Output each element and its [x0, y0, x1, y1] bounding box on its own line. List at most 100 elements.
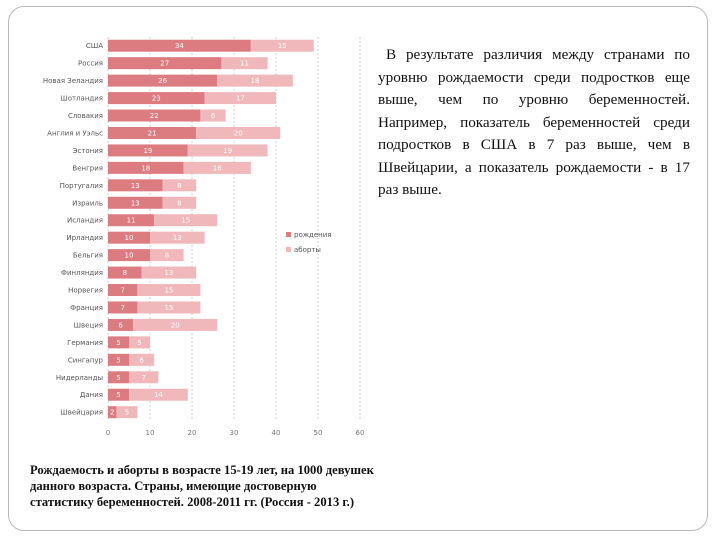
category-label: Израиль	[72, 199, 103, 207]
category-label: Франция	[70, 304, 103, 312]
bar-abortions	[154, 214, 218, 227]
data-label-abortions: 6	[211, 112, 216, 120]
bar-births	[108, 406, 117, 419]
category-label: Сингапур	[68, 356, 104, 364]
category-label: Ирландия	[66, 234, 103, 242]
data-label-births: 8	[123, 269, 127, 277]
data-label-abortions: 18	[251, 77, 260, 85]
slide-frame	[8, 6, 708, 531]
data-label-abortions: 15	[181, 217, 190, 225]
bar-abortions	[129, 371, 159, 384]
category-label: Эстония	[73, 147, 103, 155]
bar-abortions	[187, 144, 268, 157]
bar-abortions	[141, 266, 197, 279]
bar-abortions	[116, 406, 138, 419]
bar-births	[108, 388, 129, 401]
category-label: Норвегия	[68, 287, 103, 295]
bar-births	[108, 249, 150, 262]
bar-abortions	[129, 353, 155, 366]
data-label-abortions: 5	[125, 409, 129, 417]
data-label-births: 5	[116, 391, 120, 399]
bar-births	[108, 126, 197, 139]
data-label-abortions: 20	[171, 321, 180, 329]
legend-swatch-1	[286, 247, 291, 252]
bar-births	[108, 231, 150, 244]
data-label-abortions: 11	[240, 60, 249, 68]
bar-abortions	[162, 179, 197, 192]
teen-births-abortions-chart: 0 10 20 30 40 50 60 США 34 15 Россия 27 11 Новая Зела…	[28, 28, 378, 446]
bar-births	[108, 266, 142, 279]
bar-abortions	[183, 161, 251, 174]
data-label-births: 34	[175, 42, 184, 50]
bar-births	[108, 74, 218, 87]
data-label-abortions: 13	[164, 269, 173, 277]
data-label-abortions: 6	[139, 356, 144, 364]
legend-label-0: рождения	[294, 231, 332, 239]
bar-abortions	[137, 301, 201, 314]
bar-births	[108, 109, 201, 122]
data-label-births: 2	[110, 409, 114, 417]
explanation-text: В результате различия между странами по …	[378, 46, 690, 198]
data-label-abortions: 13	[173, 234, 182, 242]
bar-abortions	[196, 126, 281, 139]
data-label-births: 11	[127, 217, 136, 225]
data-label-abortions: 8	[177, 182, 181, 190]
category-label: Швеция	[74, 321, 103, 329]
category-label: США	[86, 42, 103, 50]
bar-abortions	[137, 284, 201, 297]
category-label: Россия	[78, 60, 103, 68]
data-label-births: 5	[116, 374, 120, 382]
bar-abortions	[221, 57, 268, 70]
category-label: Венгрия	[72, 164, 103, 172]
x-tick-label-20: 20	[188, 429, 197, 437]
bar-abortions	[129, 336, 150, 349]
data-label-births: 10	[125, 234, 134, 242]
bar-births	[108, 161, 184, 174]
bar-births	[108, 284, 138, 297]
bar-births	[108, 57, 222, 70]
data-label-births: 10	[125, 252, 134, 260]
bar-abortions	[129, 388, 188, 401]
category-label: Дания	[80, 391, 103, 399]
legend-swatch-0	[286, 232, 291, 237]
data-label-abortions: 15	[164, 304, 173, 312]
data-label-abortions: 19	[223, 147, 232, 155]
x-tick-label-10: 10	[146, 429, 155, 437]
data-label-abortions: 20	[234, 129, 243, 137]
data-label-births: 6	[118, 321, 123, 329]
bar-births	[108, 144, 188, 157]
bar-births	[108, 336, 129, 349]
data-label-births: 7	[120, 287, 124, 295]
data-label-abortions: 15	[278, 42, 287, 50]
category-label: Финляндия	[61, 269, 103, 277]
x-tick-label-40: 40	[272, 429, 281, 437]
category-label: Словакия	[68, 112, 103, 120]
data-label-births: 21	[148, 129, 157, 137]
data-label-births: 5	[116, 339, 120, 347]
data-label-abortions: 7	[141, 374, 145, 382]
bar-births	[108, 318, 134, 331]
data-label-births: 19	[143, 147, 152, 155]
category-label: Новая Зеландия	[43, 77, 103, 85]
data-label-abortions: 17	[236, 95, 245, 103]
bar-births	[108, 39, 251, 52]
category-label: Англия и Уэльс	[47, 129, 103, 137]
x-tick-label-30: 30	[230, 429, 239, 437]
data-label-births: 18	[141, 164, 150, 172]
data-label-abortions: 16	[213, 164, 222, 172]
bar-abortions	[150, 231, 205, 244]
category-label: Шотландия	[60, 95, 103, 103]
data-label-abortions: 5	[137, 339, 141, 347]
bar-abortions	[150, 249, 184, 262]
data-label-births: 26	[158, 77, 167, 85]
category-label: Германия	[67, 339, 103, 347]
bar-births	[108, 214, 155, 227]
bar-births	[108, 301, 138, 314]
bar-abortions	[133, 318, 218, 331]
bar-births	[108, 179, 163, 192]
data-label-abortions: 14	[154, 391, 163, 399]
bar-abortions	[200, 109, 226, 122]
chart-caption: Рождаемость и аборты в возрасте 15-19 ле…	[30, 463, 374, 509]
data-label-abortions: 15	[164, 287, 173, 295]
